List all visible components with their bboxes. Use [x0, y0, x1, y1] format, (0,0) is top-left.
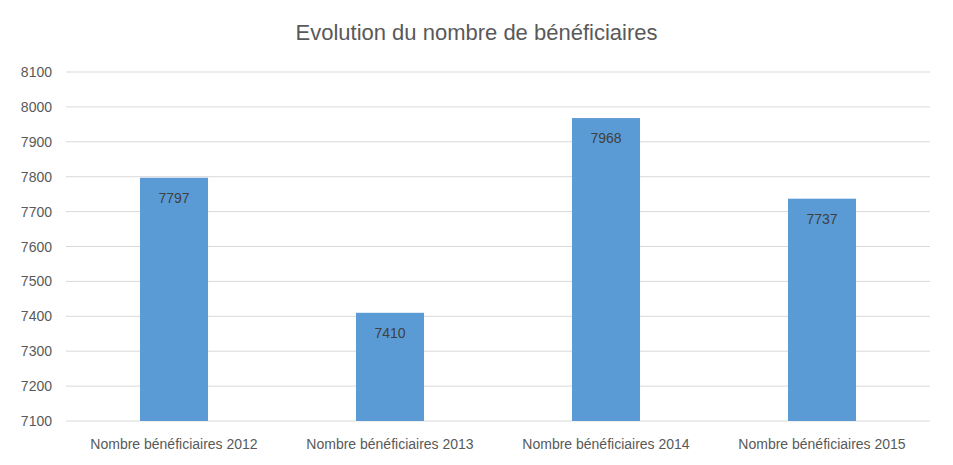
- x-tick-label: Nombre bénéficiaires 2012: [90, 436, 258, 452]
- grid-line: [66, 176, 930, 177]
- title: Evolution du nombre de bénéficiaires: [295, 20, 657, 45]
- y-tick-label: 7900: [21, 134, 52, 150]
- grid-line: [66, 106, 930, 107]
- bar: [572, 118, 640, 421]
- y-tick-label: 7600: [21, 239, 52, 255]
- y-tick-label: 7100: [21, 413, 52, 429]
- grid-line: [66, 141, 930, 142]
- y-tick-label: 8000: [21, 99, 52, 115]
- x-tick-label: Nombre bénéficiaires 2015: [738, 436, 906, 452]
- grid-line: [66, 72, 930, 73]
- background: [0, 0, 953, 465]
- x-tick-label: Nombre bénéficiaires 2013: [306, 436, 474, 452]
- data-label: 7410: [374, 325, 405, 341]
- bar: [356, 313, 424, 421]
- x-tick-label: Nombre bénéficiaires 2014: [522, 436, 690, 452]
- bar: [788, 199, 856, 421]
- bar: [140, 178, 208, 421]
- y-tick-label: 7800: [21, 169, 52, 185]
- y-tick-label: 8100: [21, 64, 52, 80]
- y-tick-label: 7500: [21, 273, 52, 289]
- y-tick-label: 7200: [21, 378, 52, 394]
- y-tick-label: 7400: [21, 308, 52, 324]
- data-label: 7968: [590, 130, 621, 146]
- y-tick-label: 7700: [21, 204, 52, 220]
- bars: [140, 118, 856, 421]
- y-tick-label: 7300: [21, 343, 52, 359]
- data-label: 7737: [806, 211, 837, 227]
- chart: Evolution du nombre de bénéficiaires 7100…: [0, 0, 953, 465]
- data-label: 7797: [158, 190, 189, 206]
